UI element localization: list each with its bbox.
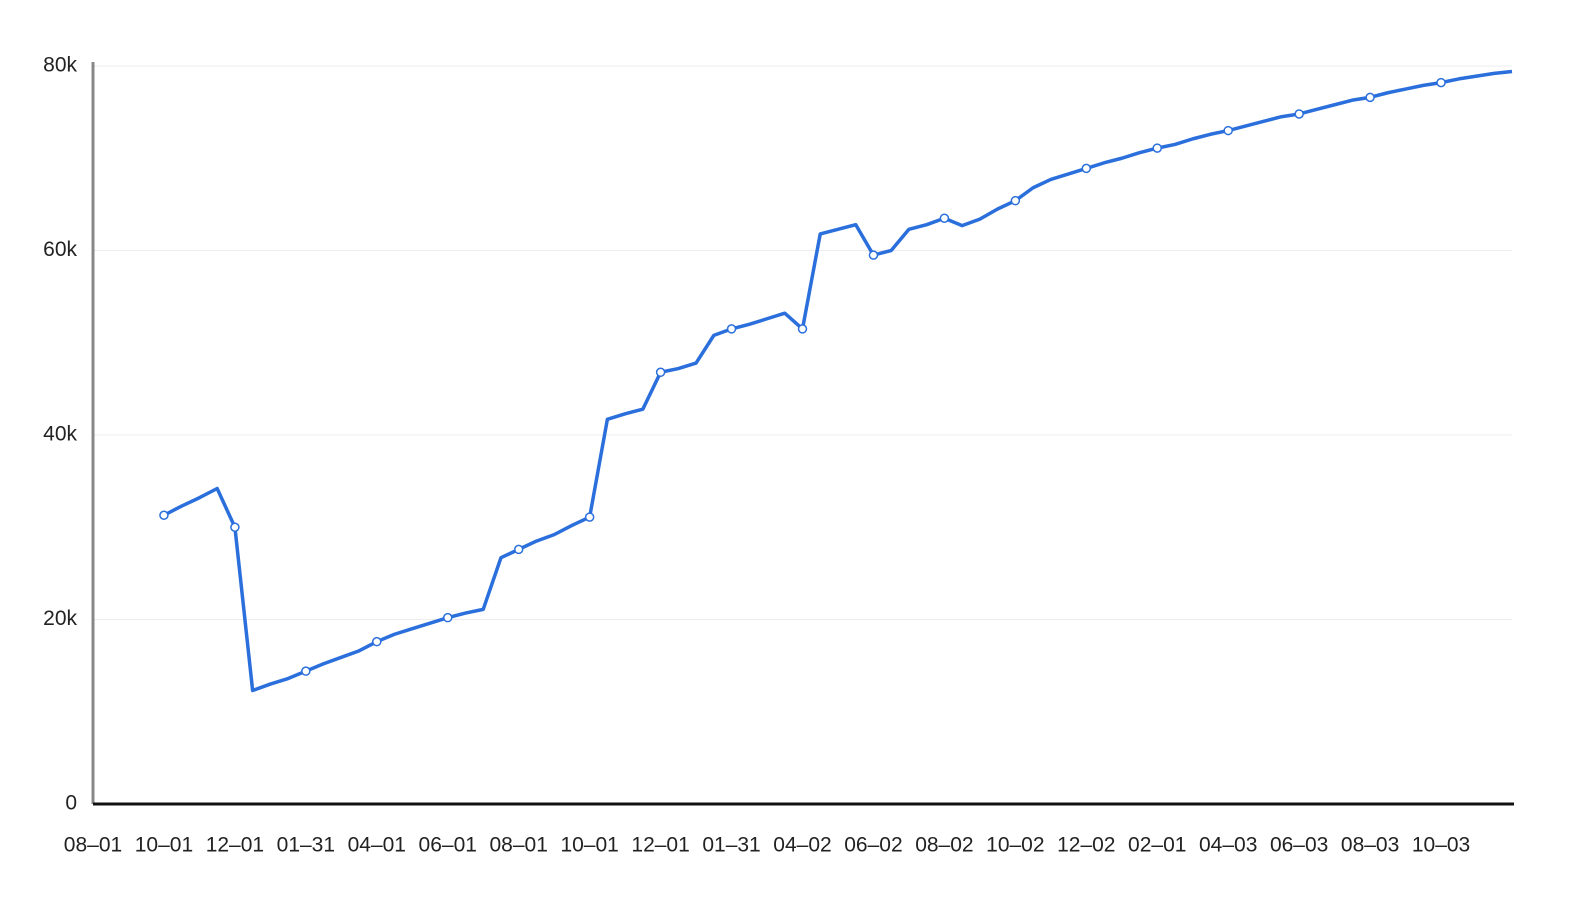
point [655,367,666,378]
x-tick-label: 04–03 [1199,834,1257,857]
point [1436,77,1446,88]
x-tick-label: 10–01 [135,834,193,857]
x-tick-label: 04–02 [773,834,831,857]
x-tick-label: 06–01 [419,834,477,857]
x-tick-label: 01–31 [277,834,335,857]
x-tick-label: 10–03 [1412,834,1470,857]
x-tick-label: 06–02 [844,834,902,857]
point [372,636,382,647]
x-tick-label: 12–02 [1057,834,1115,857]
point [1365,92,1375,103]
point [726,324,737,334]
x-tick-label: 08–03 [1341,834,1399,857]
x-tick-label: 08–02 [915,834,973,857]
point [939,213,950,223]
point [797,324,808,334]
point [513,544,524,555]
x-tick-label: 01–31 [702,834,760,857]
point [1294,109,1304,119]
x-tick-label: 06–03 [1270,834,1328,857]
point [1010,195,1021,206]
y-tick-label: 40k [43,423,77,446]
point [159,510,169,521]
line [163,69,1513,693]
point [443,612,453,623]
x-tick-label: 04–01 [348,834,406,857]
y-tick-label: 0 [65,792,77,815]
point [230,522,240,532]
point [1081,163,1092,174]
y-tick-label: 60k [43,238,77,261]
y-tick-label: 20k [43,607,77,630]
y-tick-label: 80k [43,54,77,77]
x-tick-label: 10–01 [560,834,618,857]
x-tick-label: 10–02 [986,834,1044,857]
point [1223,125,1233,136]
point [301,666,311,676]
point [584,512,595,522]
x-tick-label: 12–01 [206,834,264,857]
x-tick-label: 12–01 [631,834,689,857]
point [1152,143,1162,153]
x-tick-label: 02–01 [1128,834,1186,857]
point [868,250,879,260]
x-tick-label: 08–01 [64,834,122,857]
x-tick-label: 08–01 [489,834,547,857]
